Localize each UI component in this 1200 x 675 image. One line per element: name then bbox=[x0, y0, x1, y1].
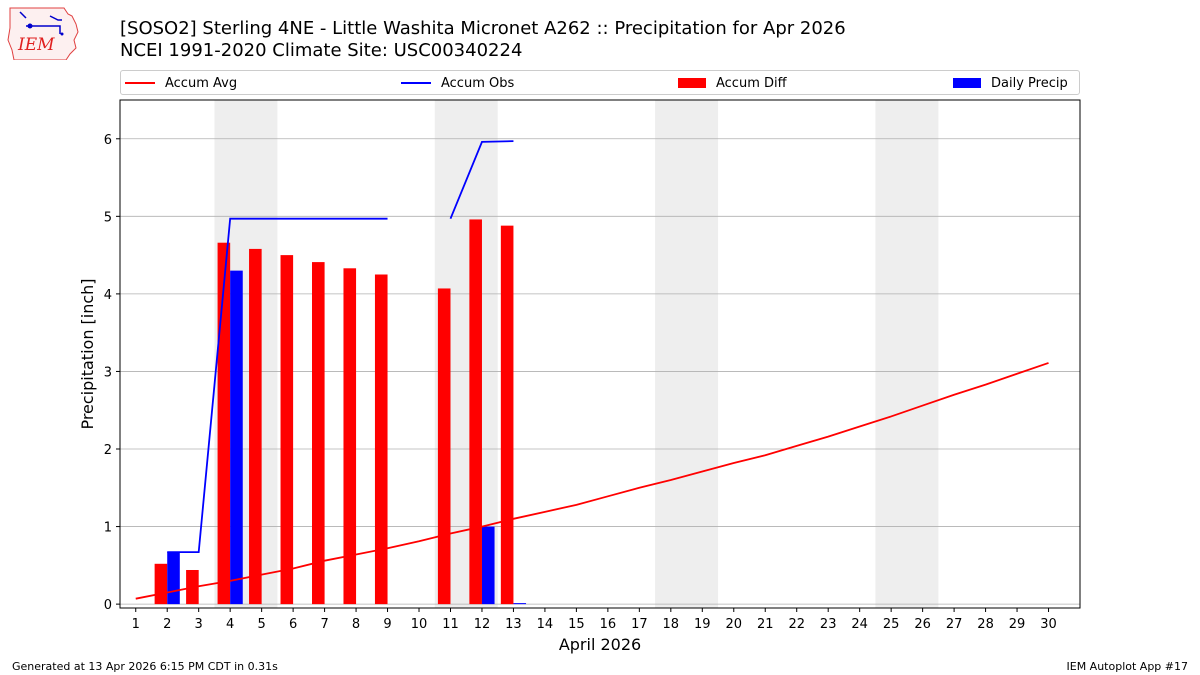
accum-diff-bar bbox=[154, 563, 168, 605]
y-tick-label: 5 bbox=[104, 210, 112, 225]
x-tick-label: 20 bbox=[725, 617, 742, 632]
x-axis-label: April 2026 bbox=[559, 635, 641, 654]
y-axis-label: Precipitation [inch] bbox=[78, 278, 97, 429]
accum-diff-bar bbox=[437, 288, 451, 605]
legend: Accum Avg Accum Obs Accum Diff Daily Pre… bbox=[120, 70, 1080, 95]
legend-item-accum-obs: Accum Obs bbox=[401, 74, 514, 92]
x-tick-label: 3 bbox=[195, 617, 203, 632]
x-tick-label: 18 bbox=[663, 617, 680, 632]
accum-diff-bar bbox=[374, 274, 388, 605]
legend-item-accum-diff: Accum Diff bbox=[678, 74, 787, 92]
x-tick-label: 8 bbox=[352, 617, 360, 632]
x-tick-label: 26 bbox=[914, 617, 931, 632]
plot-frame bbox=[119, 99, 1081, 609]
generated-timestamp: Generated at 13 Apr 2026 6:15 PM CDT in … bbox=[12, 660, 278, 673]
accum-diff-bar bbox=[312, 262, 325, 605]
legend-label-daily-precip: Daily Precip bbox=[991, 75, 1068, 91]
x-tick-label: 27 bbox=[946, 617, 963, 632]
y-tick-label: 0 bbox=[104, 598, 112, 613]
accum-obs-line bbox=[167, 217, 388, 554]
legend-swatch-daily-precip bbox=[953, 78, 981, 88]
x-tick-label: 6 bbox=[289, 617, 297, 632]
accum-diff-bar bbox=[249, 248, 262, 605]
legend-label-accum-obs: Accum Obs bbox=[441, 75, 515, 91]
x-tick-label: 12 bbox=[474, 617, 491, 632]
legend-label-accum-diff: Accum Diff bbox=[716, 75, 787, 91]
daily-precip-bar bbox=[481, 526, 495, 605]
legend-item-daily-precip: Daily Precip bbox=[953, 74, 1068, 92]
logo-text: IEM bbox=[17, 35, 55, 55]
y-tick-label: 6 bbox=[104, 133, 112, 148]
x-tick-label: 5 bbox=[257, 617, 265, 632]
x-tick-label: 11 bbox=[442, 617, 459, 632]
accum-diff-bar bbox=[217, 242, 231, 605]
x-tick-label: 19 bbox=[694, 617, 711, 632]
x-tick-label: 21 bbox=[757, 617, 774, 632]
x-tick-label: 2 bbox=[163, 617, 171, 632]
chart-subtitle: NCEI 1991-2020 Climate Site: USC00340224 bbox=[120, 40, 523, 61]
accum-diff-bar bbox=[280, 255, 294, 605]
x-tick-label: 7 bbox=[320, 617, 328, 632]
y-tick-label: 4 bbox=[104, 288, 112, 303]
accum-avg-line bbox=[135, 362, 1049, 600]
daily-precip-bar bbox=[167, 552, 180, 605]
legend-swatch-accum-diff bbox=[678, 78, 706, 88]
x-tick-label: 29 bbox=[1009, 617, 1026, 632]
iem-logo: IEM bbox=[7, 7, 79, 60]
x-tick-label: 28 bbox=[977, 617, 994, 632]
x-tick-label: 17 bbox=[631, 617, 648, 632]
app-label: IEM Autoplot App #17 bbox=[1066, 660, 1189, 673]
weekend-shade bbox=[655, 100, 719, 608]
x-tick-label: 24 bbox=[851, 617, 868, 632]
x-tick-label: 14 bbox=[537, 617, 554, 632]
accum-diff-bar bbox=[343, 268, 357, 605]
y-tick-label: 1 bbox=[104, 521, 112, 536]
daily-precip-bar bbox=[513, 603, 527, 605]
x-tick-label: 1 bbox=[132, 617, 140, 632]
weekend-shade bbox=[875, 100, 939, 608]
legend-item-accum-avg: Accum Avg bbox=[125, 74, 237, 92]
chart-title: [SOSO2] Sterling 4NE - Little Washita Mi… bbox=[120, 18, 846, 39]
x-tick-label: 13 bbox=[505, 617, 522, 632]
x-tick-label: 15 bbox=[568, 617, 585, 632]
accum-obs-line bbox=[449, 140, 514, 220]
x-tick-label: 16 bbox=[600, 617, 617, 632]
accum-diff-bar bbox=[500, 225, 514, 605]
x-tick-label: 10 bbox=[411, 617, 428, 632]
accum-diff-bar bbox=[469, 219, 482, 605]
x-tick-label: 23 bbox=[820, 617, 837, 632]
y-tick-label: 3 bbox=[104, 365, 112, 380]
x-tick-label: 22 bbox=[788, 617, 805, 632]
x-tick-label: 30 bbox=[1040, 617, 1057, 632]
legend-swatch-accum-avg bbox=[125, 82, 155, 84]
legend-label-accum-avg: Accum Avg bbox=[165, 75, 238, 91]
legend-swatch-accum-obs bbox=[401, 82, 431, 84]
x-tick-label: 25 bbox=[883, 617, 900, 632]
x-tick-label: 4 bbox=[226, 617, 234, 632]
x-tick-label: 9 bbox=[383, 617, 391, 632]
y-tick-label: 2 bbox=[104, 443, 112, 458]
daily-precip-bar bbox=[230, 270, 243, 605]
